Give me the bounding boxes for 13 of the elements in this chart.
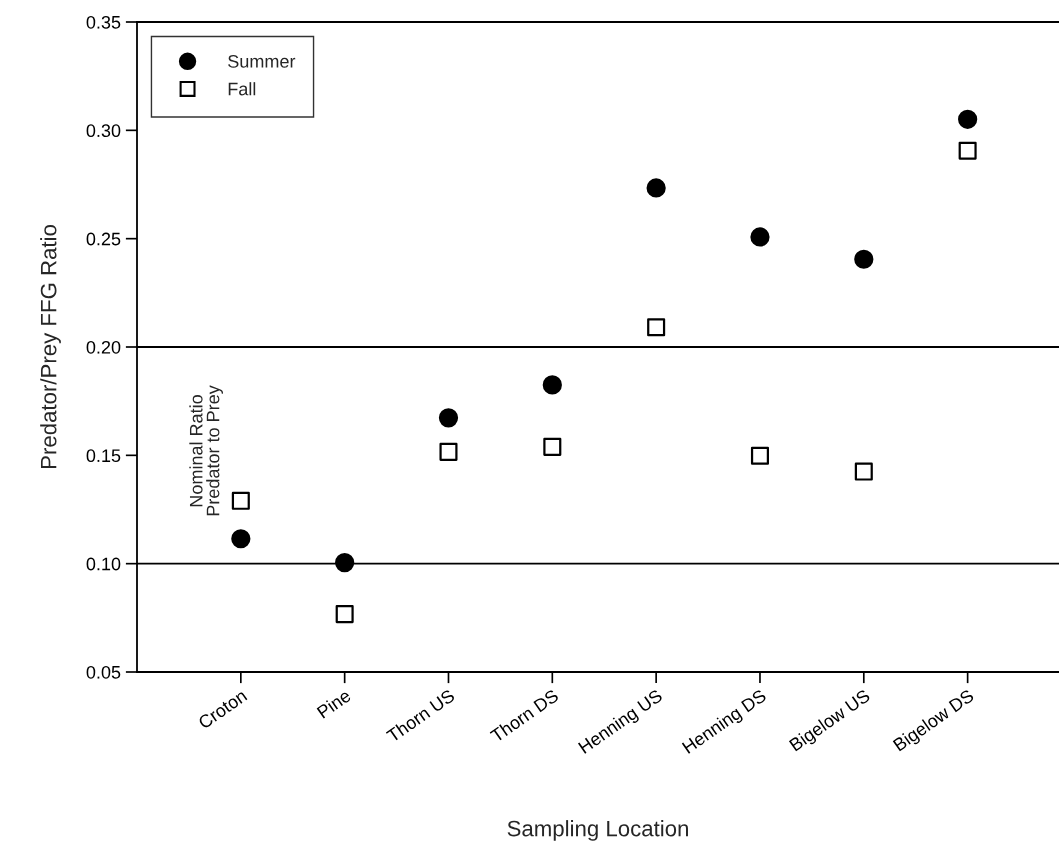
y-axis-title: Predator/Prey FFG Ratio bbox=[40, 225, 61, 469]
legend-label: Fall bbox=[228, 82, 256, 96]
y-tick-label: 0.05 bbox=[86, 665, 121, 679]
annotation: Nominal Ratio Predator to Prey bbox=[189, 385, 223, 516]
y-tick-label: 0.25 bbox=[86, 232, 121, 246]
y-tick-label: 0.20 bbox=[86, 340, 121, 354]
legend-label: Summer bbox=[228, 54, 296, 68]
y-tick-label: 0.10 bbox=[86, 557, 121, 571]
x-axis-title: Sampling Location bbox=[507, 820, 688, 841]
y-tick-label: 0.35 bbox=[86, 15, 121, 29]
y-tick-label: 0.15 bbox=[86, 449, 121, 463]
x-tick-label: Pine bbox=[316, 688, 352, 719]
y-tick-label: 0.30 bbox=[86, 124, 121, 138]
